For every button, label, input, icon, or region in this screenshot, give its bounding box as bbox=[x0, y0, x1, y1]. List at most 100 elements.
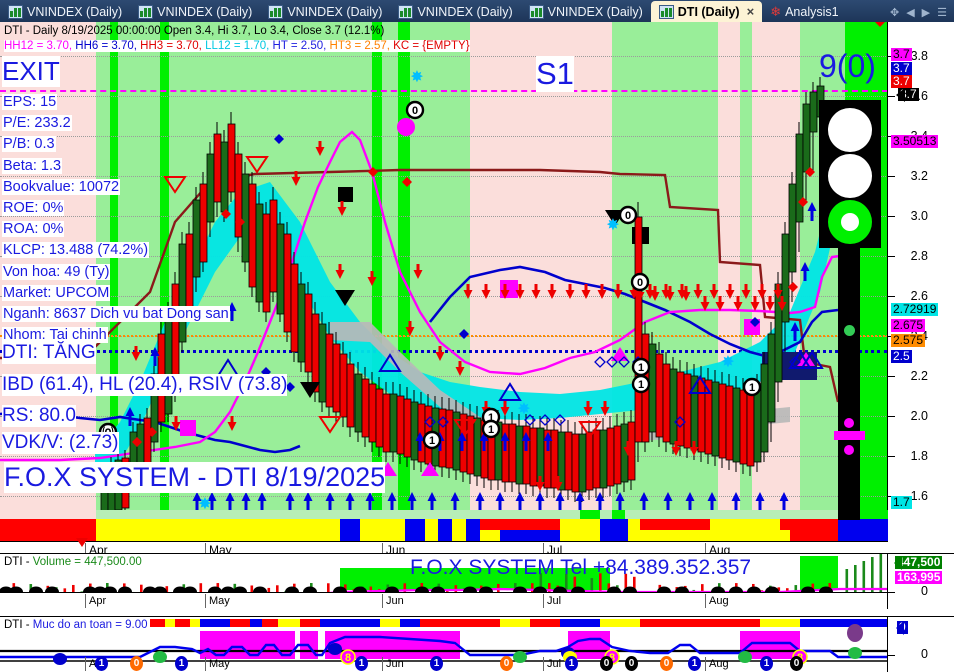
signal-marker: 1 bbox=[760, 656, 773, 671]
price-tick: 3.8 bbox=[910, 49, 928, 63]
svg-text:✸: ✸ bbox=[198, 496, 211, 513]
volume-title: DTI - Volume = 447,500.00 bbox=[4, 556, 142, 568]
ribbon-overlay bbox=[838, 519, 888, 541]
indicator-bar-segment bbox=[560, 619, 600, 627]
tab-nav-controls: ✥ ◀ ▶ ☰ bbox=[890, 6, 954, 22]
axis-tick-mark bbox=[888, 96, 895, 97]
gridline bbox=[0, 256, 888, 257]
x-axis-month-label: Jun bbox=[382, 657, 404, 671]
svg-text:1: 1 bbox=[429, 435, 435, 447]
indicator-bar-segment bbox=[200, 619, 230, 627]
trend-segment bbox=[0, 510, 96, 519]
fundamental-row: Von hoa: 49 (Ty) bbox=[2, 263, 111, 280]
price-tick: 2.0 bbox=[910, 409, 928, 423]
tab-vnindex-3[interactable]: VNINDEX (Daily) bbox=[260, 2, 390, 22]
indicator-bar-segment bbox=[760, 619, 800, 627]
tab-label: DTI (Daily) bbox=[677, 4, 740, 19]
indicator-bar-segment bbox=[840, 619, 888, 627]
trend-segment bbox=[845, 510, 888, 519]
tab-vnindex-1[interactable]: VNINDEX (Daily) bbox=[0, 2, 130, 22]
indicator-bar-segment bbox=[400, 619, 420, 627]
signal-marker: 0 bbox=[130, 656, 143, 671]
chart-icon bbox=[8, 5, 23, 19]
tab-vnindex-5[interactable]: VNINDEX (Daily) bbox=[521, 2, 651, 22]
x-axis-month-label: Jun bbox=[382, 543, 405, 553]
chart-icon bbox=[658, 4, 674, 19]
indicator-bar-segment bbox=[700, 619, 760, 627]
support-line-blue bbox=[0, 350, 888, 353]
signal-marker: 1 bbox=[688, 656, 701, 671]
indicator-bar-segment bbox=[262, 619, 278, 627]
trend-strip bbox=[0, 510, 888, 519]
trend-segment bbox=[600, 510, 612, 519]
ribbon-segment bbox=[96, 519, 340, 541]
ribbon-segment bbox=[438, 519, 452, 541]
volume-panel[interactable]: Apr May Jun Jul Aug bbox=[0, 553, 888, 609]
tab-analysis1[interactable]: ❄ Analysis1 bbox=[762, 2, 846, 22]
svg-text:0: 0 bbox=[625, 210, 631, 222]
close-icon[interactable]: × bbox=[746, 4, 755, 19]
tab-vnindex-2[interactable]: VNINDEX (Daily) bbox=[130, 2, 260, 22]
gridline bbox=[0, 136, 888, 137]
volume-zero-tick: 0 bbox=[921, 584, 928, 598]
indicator-bar-segment bbox=[250, 619, 262, 627]
tab-label: VNINDEX (Daily) bbox=[417, 5, 513, 19]
indicator-bar-segment bbox=[165, 619, 175, 627]
tab-label: VNINDEX (Daily) bbox=[287, 5, 383, 19]
svg-text:1: 1 bbox=[749, 382, 755, 394]
tab-bar: VNINDEX (Daily) VNINDEX (Daily) VNINDEX … bbox=[0, 0, 954, 22]
indicator-title-prefix: DTI - bbox=[4, 619, 33, 631]
price-level-label: 3.7 bbox=[891, 47, 912, 61]
indicator-bar-segment bbox=[380, 619, 400, 627]
signal-marker: 1 bbox=[175, 656, 188, 671]
chart-icon bbox=[528, 5, 544, 19]
x-axis-month-label: Aug bbox=[705, 594, 729, 608]
indicator-zero-tick: 0 bbox=[921, 647, 928, 661]
volume-title-prefix: DTI - bbox=[4, 556, 33, 568]
safety-indicator-panel[interactable]: 888AprMayJunJulAug1011101000110 bbox=[0, 616, 888, 672]
indicator-bar-segment bbox=[500, 619, 530, 627]
price-level-label: 2.575 bbox=[891, 333, 926, 347]
indicator-top-bar bbox=[150, 619, 888, 627]
exit-label: EXIT bbox=[2, 56, 60, 87]
svg-text:0: 0 bbox=[637, 277, 643, 289]
ribbon-segment bbox=[612, 519, 628, 541]
trend-segment bbox=[800, 510, 845, 519]
indicator-title: DTI - Muc do an toan = 9.00 bbox=[4, 619, 148, 631]
signal-ribbon-bars bbox=[0, 519, 888, 541]
indicator-value-label: 9 bbox=[896, 621, 908, 635]
ribbon-overlay bbox=[780, 519, 840, 530]
axis-tick-mark bbox=[888, 176, 895, 177]
param-ht: HT = 2.50, bbox=[272, 40, 330, 52]
prev-tab-icon[interactable]: ◀ bbox=[906, 7, 915, 19]
price-axis[interactable]: 3.83.63.43.23.02.82.62.42.22.01.81.63.73… bbox=[887, 22, 954, 535]
svg-text:1: 1 bbox=[488, 412, 494, 424]
tab-dti[interactable]: DTI (Daily) × bbox=[650, 1, 763, 22]
price-tick: 2.6 bbox=[910, 289, 928, 303]
move-icon[interactable]: ✥ bbox=[889, 7, 900, 19]
trend-segment bbox=[612, 510, 625, 519]
current-date-marker bbox=[76, 538, 88, 553]
signal-marker: 1 bbox=[355, 656, 368, 671]
indicator-bar-segment bbox=[320, 619, 380, 627]
price-level-label: 3.50513 bbox=[891, 134, 939, 148]
next-tab-icon[interactable]: ▶ bbox=[921, 7, 931, 19]
pole-marker-green bbox=[844, 325, 855, 336]
ribbon-overlay bbox=[0, 519, 96, 530]
score-label: 9(0) bbox=[819, 48, 876, 84]
indicator-bar-segment bbox=[190, 619, 200, 627]
tab-vnindex-4[interactable]: VNINDEX (Daily) bbox=[390, 2, 520, 22]
x-axis-month-label: Jul bbox=[543, 543, 562, 553]
x-axis-month-label: May bbox=[205, 594, 230, 608]
rs-label: RS: 80.0 bbox=[2, 405, 76, 427]
signal-marker: 1 bbox=[95, 656, 108, 671]
pole-marker-magenta bbox=[844, 418, 854, 428]
volume-axis[interactable]: 447,500 163,995 0 bbox=[887, 553, 954, 609]
ribbon-segment bbox=[425, 519, 438, 541]
tab-menu-icon[interactable]: ☰ bbox=[937, 7, 947, 19]
ribbon-segment bbox=[466, 519, 480, 541]
fundamental-row: Beta: 1.3 bbox=[2, 157, 63, 174]
volume-x-axis: Apr May Jun Jul Aug bbox=[0, 592, 888, 609]
price-tick: 2.8 bbox=[910, 249, 928, 263]
